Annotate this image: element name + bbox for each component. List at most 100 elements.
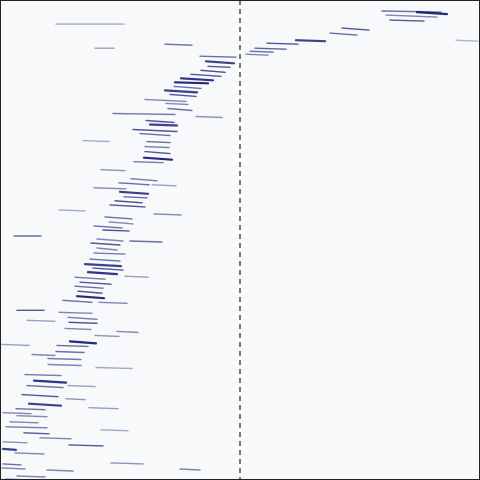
data-segment: [389, 19, 425, 22]
data-segment: [16, 415, 48, 418]
data-segment: [47, 357, 82, 361]
data-segment: [144, 145, 170, 149]
data-segment: [329, 32, 358, 36]
data-segment: [21, 393, 59, 398]
data-segment: [2, 441, 28, 444]
data-segment: [129, 240, 163, 243]
data-segment: [142, 156, 174, 161]
data-segment: [90, 242, 121, 246]
data-segment: [130, 177, 158, 182]
data-segment: [112, 112, 176, 116]
data-segment: [254, 47, 287, 50]
data-segment: [144, 98, 187, 103]
data-segment: [74, 276, 106, 280]
data-segment: [93, 225, 123, 229]
data-segment: [68, 340, 98, 345]
data-segment: [46, 469, 74, 472]
data-segment: [94, 334, 120, 338]
data-segment: [104, 216, 133, 220]
data-segment: [151, 184, 177, 187]
data-segment: [62, 299, 93, 303]
data-segment: [102, 229, 130, 232]
data-segment: [109, 204, 146, 208]
data-segment: [65, 398, 86, 401]
data-segment: [58, 311, 93, 314]
data-segment: [77, 290, 103, 294]
data-segment: [1, 447, 18, 451]
data-segment: [32, 379, 68, 384]
data-segment: [88, 407, 119, 410]
data-segment: [110, 462, 144, 465]
data-segment: [207, 65, 231, 69]
data-segment: [67, 384, 96, 388]
data-segment: [294, 39, 327, 43]
data-segment: [123, 196, 148, 199]
data-segment: [164, 43, 193, 46]
data-segment: [124, 275, 149, 278]
data-segment: [82, 139, 110, 143]
data-segment: [381, 10, 442, 13]
data-segment: [58, 209, 86, 212]
data-segment: [24, 373, 62, 377]
data-segment: [153, 213, 182, 216]
data-segment: [26, 384, 64, 389]
data-marks: [1, 10, 479, 480]
data-segment: [75, 295, 106, 300]
data-segment: [118, 182, 150, 186]
data-segment: [133, 160, 164, 164]
data-segment: [95, 366, 133, 370]
data-segment: [14, 452, 45, 455]
data-segment: [31, 353, 56, 357]
data-segment: [9, 421, 39, 424]
data-segment: [26, 319, 56, 322]
data-segment: [199, 55, 237, 58]
data-segment: [173, 85, 202, 90]
data-segment: [92, 267, 124, 271]
data-segment: [1, 343, 30, 347]
data-segment: [245, 53, 269, 56]
data-segment: [190, 73, 222, 78]
data-segment: [455, 39, 479, 42]
data-segment: [83, 263, 123, 268]
data-segment: [93, 187, 127, 190]
data-segment: [169, 93, 197, 98]
data-segment: [139, 132, 171, 137]
data-segment: [27, 402, 63, 407]
data-segment: [200, 69, 226, 74]
data-segment: [100, 429, 129, 432]
data-segment: [144, 150, 171, 155]
data-segment: [145, 119, 175, 124]
data-segment: [204, 60, 236, 65]
data-segment: [23, 432, 50, 435]
data-segment: [47, 363, 82, 367]
data-segment: [56, 344, 89, 348]
data-segment: [93, 252, 126, 255]
data-segment: [167, 107, 193, 112]
data-segment: [39, 437, 72, 440]
data-segment: [5, 426, 48, 429]
data-segment: [96, 247, 118, 251]
data-segment: [118, 190, 150, 195]
data-segment: [116, 330, 139, 334]
data-segment: [266, 42, 299, 45]
data-segment: [68, 321, 98, 324]
data-segment: [341, 27, 370, 31]
data-segment: [16, 475, 46, 478]
data-segment: [89, 258, 121, 262]
data-segment: [179, 468, 201, 471]
data-segment: [67, 316, 98, 320]
data-segment: [79, 281, 112, 285]
data-segment: [86, 271, 119, 276]
data-segment: [173, 81, 210, 85]
data-segment: [2, 463, 22, 466]
data-segment: [148, 123, 179, 127]
data-segment: [385, 14, 438, 18]
data-segment: [165, 102, 189, 106]
data-segment: [100, 168, 126, 172]
data-segment: [132, 128, 178, 133]
data-segment: [98, 301, 128, 304]
data-segment: [96, 238, 124, 242]
data-segment: [55, 350, 85, 354]
